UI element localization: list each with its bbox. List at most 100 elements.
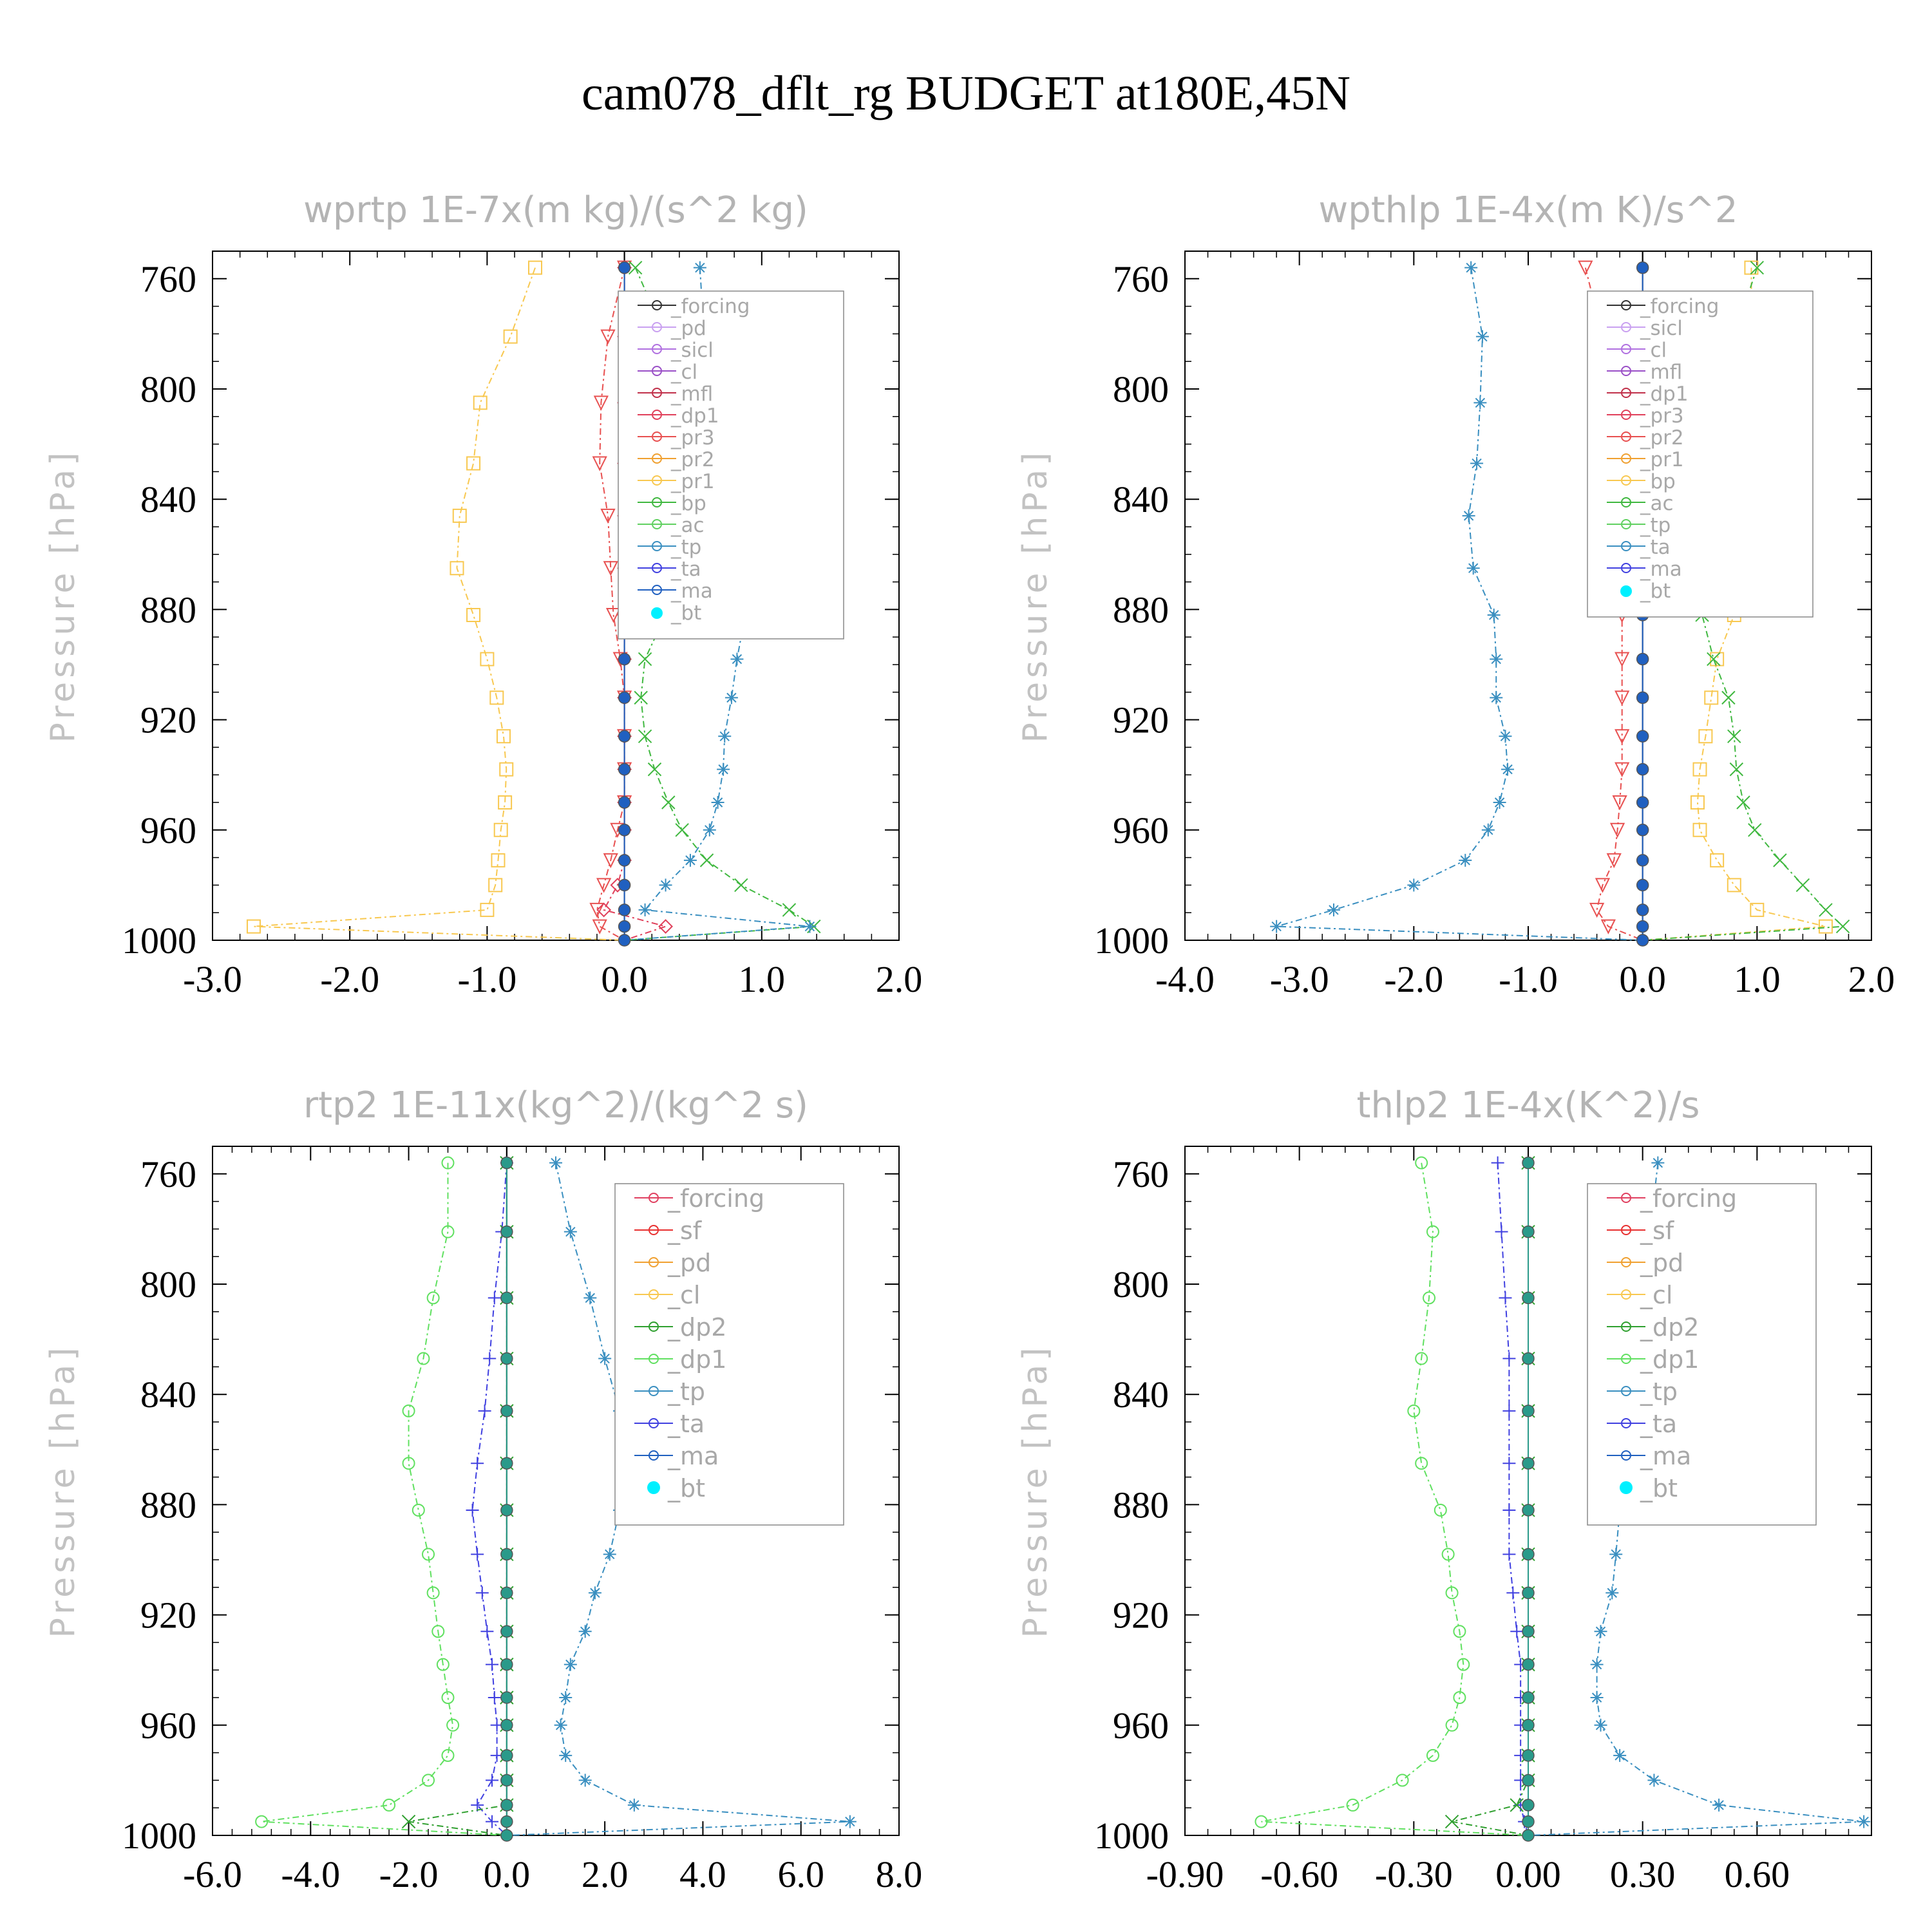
data-point: [661, 795, 676, 810]
legend-marker: [649, 1257, 659, 1267]
data-point: [1698, 729, 1713, 744]
data-point: [592, 919, 607, 934]
legend-marker: [649, 1193, 659, 1203]
data-point: [1595, 878, 1611, 893]
data-point: [618, 730, 631, 743]
legend-entry: _sf: [667, 1217, 703, 1245]
legend: _forcing _sf _pd _cl _dp2 _dp1 _tp _ta _ma _bt: [614, 1183, 844, 1526]
data-point: [1727, 729, 1741, 743]
data-point: [1636, 878, 1649, 892]
legend-entry: _bt: [667, 1474, 705, 1502]
legend-entry: _bt: [1640, 1474, 1678, 1502]
data-point: [441, 1225, 455, 1238]
data-point: [1510, 1625, 1524, 1638]
legend-entry: _pr2: [1640, 426, 1684, 450]
series_bt: [500, 1156, 513, 1842]
legend: _forcing_sicl_cl_mfl_dp1_pr3_pr2_pr1_bp_…: [1587, 290, 1814, 618]
y-tick-label: 880: [140, 1484, 196, 1526]
data-point: [500, 1799, 513, 1812]
data-point: [1647, 1774, 1661, 1787]
data-point: [1396, 1774, 1409, 1787]
data-point: [1600, 919, 1616, 934]
data-point: [493, 822, 508, 837]
y-tick-label: 1000: [1094, 1815, 1169, 1857]
data-point: [450, 561, 464, 576]
data-point: [1613, 1748, 1627, 1762]
legend-marker: [652, 585, 662, 595]
x-tick-label: 1.0: [739, 958, 786, 1000]
data-point: [491, 853, 506, 867]
data-point: [500, 1815, 513, 1828]
legend-marker: [647, 1481, 660, 1494]
x-tick-label: 6.0: [777, 1853, 824, 1895]
x-tick-label: 2.0: [876, 958, 923, 1000]
legend-entry: _dp1: [1640, 383, 1689, 406]
legend-marker: [649, 1354, 659, 1364]
data-point: [466, 1503, 479, 1517]
panel-title: rtp2 1E-11x(kg^2)/(kg^2 s): [303, 1084, 808, 1126]
data-point: [1636, 934, 1649, 947]
y-tick-label: 960: [140, 1705, 196, 1747]
legend-marker: [1621, 410, 1631, 420]
y-tick-label: 960: [1113, 1705, 1169, 1747]
x-tick-label: 0.0: [484, 1853, 531, 1895]
legend-marker: [1621, 1321, 1631, 1332]
x-tick-label: -2.0: [320, 958, 379, 1000]
legend-marker: [652, 563, 662, 573]
data-point: [1510, 1798, 1524, 1812]
data-point: [471, 1548, 484, 1561]
data-point: [683, 853, 697, 867]
data-point: [1502, 1352, 1516, 1365]
data-point: [1522, 1457, 1535, 1470]
legend-marker: [652, 300, 662, 310]
data-point: [730, 652, 744, 666]
legend-box: [614, 1183, 844, 1526]
data-point: [658, 919, 673, 934]
data-point: [500, 1719, 513, 1732]
data-point: [1522, 1586, 1535, 1600]
legend-entry: _dp2: [1640, 1313, 1699, 1341]
data-point: [1522, 1504, 1535, 1517]
legend-entry: _cl: [1640, 1281, 1672, 1309]
data-point: [1457, 1658, 1470, 1671]
data-point: [618, 824, 631, 837]
data-point: [1522, 1156, 1535, 1170]
legend-entry: _cl: [667, 1281, 700, 1309]
data-point: [466, 607, 481, 622]
legend-marker: [652, 410, 662, 420]
legend-entry: _dp2: [667, 1313, 726, 1341]
data-point: [1590, 1691, 1604, 1704]
y-tick-label: 760: [140, 1153, 196, 1195]
legend-marker: [1621, 344, 1631, 354]
data-point: [600, 329, 616, 345]
series_bt: [1522, 1156, 1535, 1842]
legend-marker: [1621, 1289, 1631, 1300]
data-point: [1453, 1625, 1466, 1638]
legend-entry: _dp1: [670, 404, 719, 428]
data-point: [638, 729, 652, 743]
data-point: [693, 261, 706, 274]
legend-entry: _ma: [1640, 1442, 1691, 1470]
y-tick-label: 800: [140, 368, 196, 410]
legend-marker: [1621, 1418, 1631, 1428]
legend-entry: _ma: [667, 1442, 719, 1470]
data-point: [499, 762, 514, 777]
data-point: [638, 903, 652, 916]
legend-marker: [1621, 519, 1631, 529]
data-point: [1721, 690, 1736, 705]
data-point: [500, 1829, 513, 1842]
data-point: [1522, 1405, 1535, 1417]
data-point: [1636, 762, 1649, 776]
data-point: [1615, 762, 1630, 777]
data-point: [422, 1548, 435, 1561]
series-line: [506, 1162, 850, 1836]
data-point: [1466, 562, 1480, 575]
data-point: [1327, 903, 1340, 916]
data-point: [500, 1457, 513, 1470]
legend-entry: _ma: [1640, 558, 1682, 581]
data-point: [618, 920, 631, 933]
legend-marker: [652, 431, 662, 442]
data-point: [1426, 1225, 1439, 1238]
x-tick-label: -0.90: [1146, 1853, 1224, 1895]
data-point: [431, 1625, 445, 1638]
